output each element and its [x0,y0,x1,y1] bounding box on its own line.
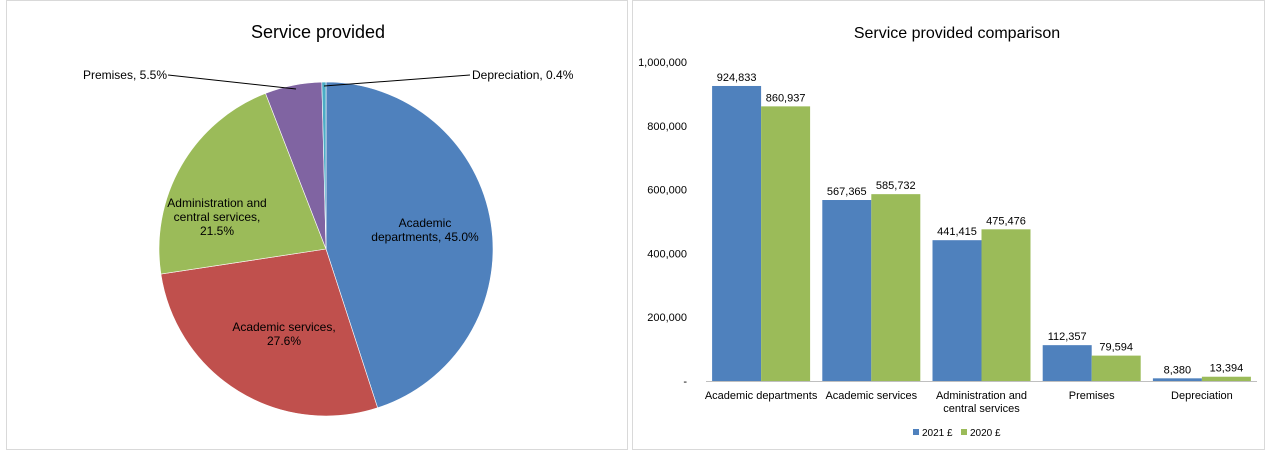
pie-slice-label-line: Academic services, [232,320,335,334]
bar-data-label: 860,937 [766,92,806,104]
pie-slice-label-line: Academic [399,216,452,230]
bar-chart-panel: Service provided comparison - 200,000 400,… [632,0,1265,450]
y-tick-label: 200,000 [647,312,687,324]
pie-slice-label-line: Depreciation, 0.4% [472,68,574,82]
pie-slice [158,92,327,275]
pie-slice-label-line: Premises, 5.5% [83,68,167,82]
pie-slice-label-line: 21.5% [200,224,234,238]
pie-slice-label: Depreciation, 0.4% [472,68,574,82]
pie-slice [160,248,378,417]
bar [761,106,811,382]
x-tick-label: Academic departments [705,390,818,402]
bar [1152,378,1202,381]
bar-data-label: 13,394 [1210,363,1244,375]
pie-slice-label-line: departments, 45.0% [371,230,479,244]
bar-chart-title: Service provided comparison [854,25,1060,42]
bar-data-label: 585,732 [876,180,916,192]
bar-data-label: 475,476 [986,215,1026,227]
x-tick-label: Premises [1069,390,1115,402]
bar [932,240,982,381]
bar [981,229,1031,381]
pie-leader-line [323,74,471,87]
bar-data-label: 441,415 [937,226,977,238]
bar-data-label: 567,365 [827,186,867,198]
x-tick-label: Depreciation [1171,390,1233,402]
pie-chart-panel: Service provided Academic departments, 45… [6,0,628,450]
legend-swatch [913,429,919,435]
x-tick-label-line: Premises [1069,390,1115,402]
y-tick-label: 600,000 [647,185,687,197]
bar [712,85,762,381]
pie-slice-label: Premises, 5.5% [83,68,167,82]
bar-chart: Service provided comparison - 200,000 400,… [638,25,1257,439]
bar [1042,345,1092,381]
pie-slice-label: Academic services, 27.6% [232,320,335,348]
bar-data-label: 924,833 [717,72,757,84]
bar [1091,355,1141,381]
pie-slice-label-line: central services, [174,210,261,224]
pie-slice-label: Administration and central services, 21.5% [167,196,266,238]
pie-slice [325,81,494,409]
pie-slice [321,81,327,250]
bar-data-label: 8,380 [1164,364,1192,376]
x-tick-label-line: Academic departments [705,390,818,402]
y-tick-label: 400,000 [647,248,687,260]
y-tick-label: - [683,376,687,388]
legend-entry: 2020 £ [970,428,1001,439]
pie-chart-title: Service provided [251,22,385,42]
bar [1201,376,1251,381]
bar [871,194,921,381]
x-tick-label: Academic services [825,390,917,402]
x-tick-label-line: Academic services [825,390,917,402]
pie-slice-label: Academic departments, 45.0% [371,216,479,244]
x-tick-label-line: Depreciation [1171,390,1233,402]
bar [822,200,872,381]
bar-data-label: 112,357 [1048,331,1087,343]
legend-entry: 2021 £ [922,428,953,439]
y-tick-label: 1,000,000 [638,57,687,69]
bar-data-label: 79,594 [1099,342,1133,354]
x-tick-label-line: central services [943,403,1020,415]
x-tick-label-line: Administration and [936,390,1027,402]
pie-slice-label-line: Administration and [167,196,266,210]
y-tick-label: 800,000 [647,121,687,133]
x-tick-label: Administration and central services [936,390,1027,415]
pie-chart: Service provided Academic departments, 45… [83,22,574,417]
legend-swatch [961,429,967,435]
pie-leader-line [167,74,297,90]
pie-slice-label-line: 27.6% [267,334,301,348]
